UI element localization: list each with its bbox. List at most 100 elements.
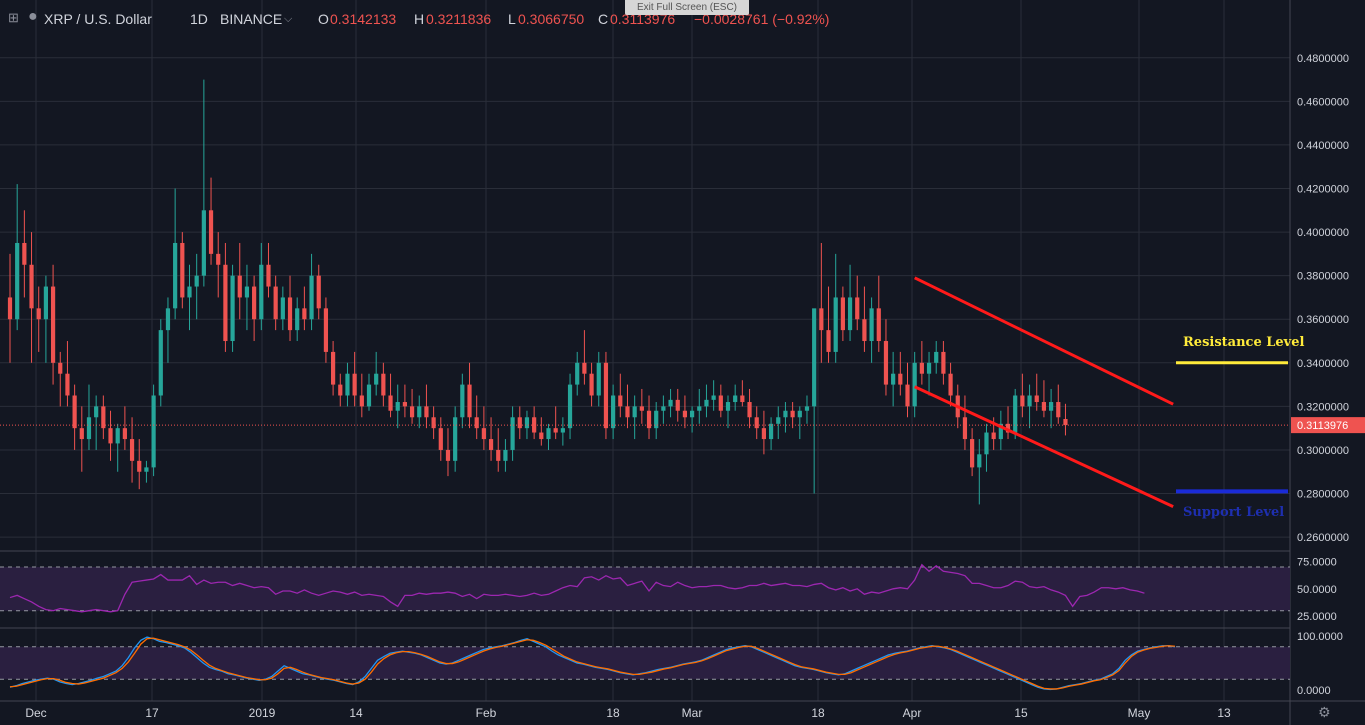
candle-body [72,395,77,429]
candle-body [783,410,788,418]
candle-body [1020,395,1025,407]
candle-body [517,417,522,429]
candle-body [15,242,20,320]
candle-body [625,406,630,418]
candle-body [151,395,156,468]
time-tick-label: Feb [476,706,497,720]
resistance-level-label: Resistance Level [1183,335,1305,350]
candle-body [747,402,752,418]
candle-body [1013,395,1018,433]
candle-body [891,373,896,385]
candle-body [768,423,774,440]
candle-body [690,410,695,418]
exit-full-screen-banner[interactable]: Exit Full Screen (ESC) [625,0,749,15]
candle-body [331,351,336,385]
candle-body [1063,418,1068,426]
candle-body [194,275,199,287]
candle-body [108,428,113,444]
candle-body [115,428,120,444]
price-tick-label: 0.3400000 [1297,358,1349,370]
candle-body [840,297,845,331]
exchange-label[interactable]: BINANCE [220,11,283,27]
chevron-down-icon[interactable]: ⌵ [284,13,293,25]
candle-body [460,384,465,418]
fullscreen-icon[interactable]: ⊞ [8,10,19,25]
candle-body [481,428,486,440]
price-tick-label: 0.3200000 [1297,401,1349,413]
rsi-pane [0,563,1290,613]
candle-body [43,286,48,320]
candle-body [173,242,178,309]
candle-body [266,264,271,287]
symbol-header: ⊞ ● XRP / U.S. Dollar 1D BINANCE ⌵ O 0.3… [0,0,1290,36]
candle-body [417,406,422,418]
rsi-line [9,563,1145,613]
candle-body [424,406,429,418]
candle-body [718,395,723,411]
candle-body [948,373,953,396]
time-tick-label: 18 [606,706,620,720]
candle-body [79,428,84,440]
candle-body [252,286,257,320]
chart-grid [0,0,1290,701]
candle-body [1041,402,1047,411]
candle-body [661,406,666,411]
stoch-tick-label: 100.0000 [1297,631,1343,643]
symbol-title[interactable]: XRP / U.S. Dollar [44,11,152,27]
interval-label[interactable]: 1D [190,11,208,27]
high-value: 0.3211836 [426,11,492,27]
candle-body [309,275,314,320]
candle-body [977,454,982,468]
candle-body [273,286,278,320]
time-tick-label: 17 [145,706,159,720]
candle-body [496,449,501,461]
price-tick-label: 0.4400000 [1297,140,1349,152]
candle-body [280,297,285,320]
candle-body [381,373,386,396]
candle-body [230,275,235,342]
candle-body [1027,395,1032,407]
candle-body [926,362,932,374]
candle-body [567,384,573,429]
candle-body [438,428,443,450]
candle-body [510,417,515,450]
candle-body [524,417,530,429]
candle-body [970,439,975,468]
stochastic-pane [0,636,1290,691]
candle-body [295,308,300,331]
candle-body [711,395,716,400]
rsi-tick-label: 75.0000 [1297,556,1337,568]
price-tick-label: 0.4800000 [1297,53,1349,65]
change-value: −0.0028761 (−0.92%) [694,11,830,27]
channel-lower-line [914,385,1174,508]
candle-body [560,428,565,433]
candle-body [7,297,13,320]
price-tick-label: 0.4600000 [1297,96,1349,108]
candle-body [761,428,766,440]
rsi-tick-label: 25.0000 [1297,611,1337,623]
time-tick-label: 18 [811,706,825,720]
candle-body [237,275,242,298]
candle-body [86,417,92,440]
candle-body [58,362,63,374]
price-tick-label: 0.3000000 [1297,445,1349,457]
candle-body [812,308,817,407]
last-price-label: 0.3113976 [1297,420,1348,432]
candle-body [388,395,393,411]
candle-body [445,449,451,461]
candle-body [740,395,745,403]
candle-body [122,428,127,440]
candle-body [302,308,307,320]
candle-body [869,308,874,342]
candle-body [244,286,250,298]
candle-body [409,406,415,418]
candle-body [503,449,508,461]
candle-body [94,406,99,418]
candle-body [682,410,688,418]
candle-body [862,319,867,342]
candle-body [991,432,996,440]
candle-body [137,460,142,472]
trend-lines [0,276,1290,508]
price-tick-label: 0.4200000 [1297,184,1349,196]
